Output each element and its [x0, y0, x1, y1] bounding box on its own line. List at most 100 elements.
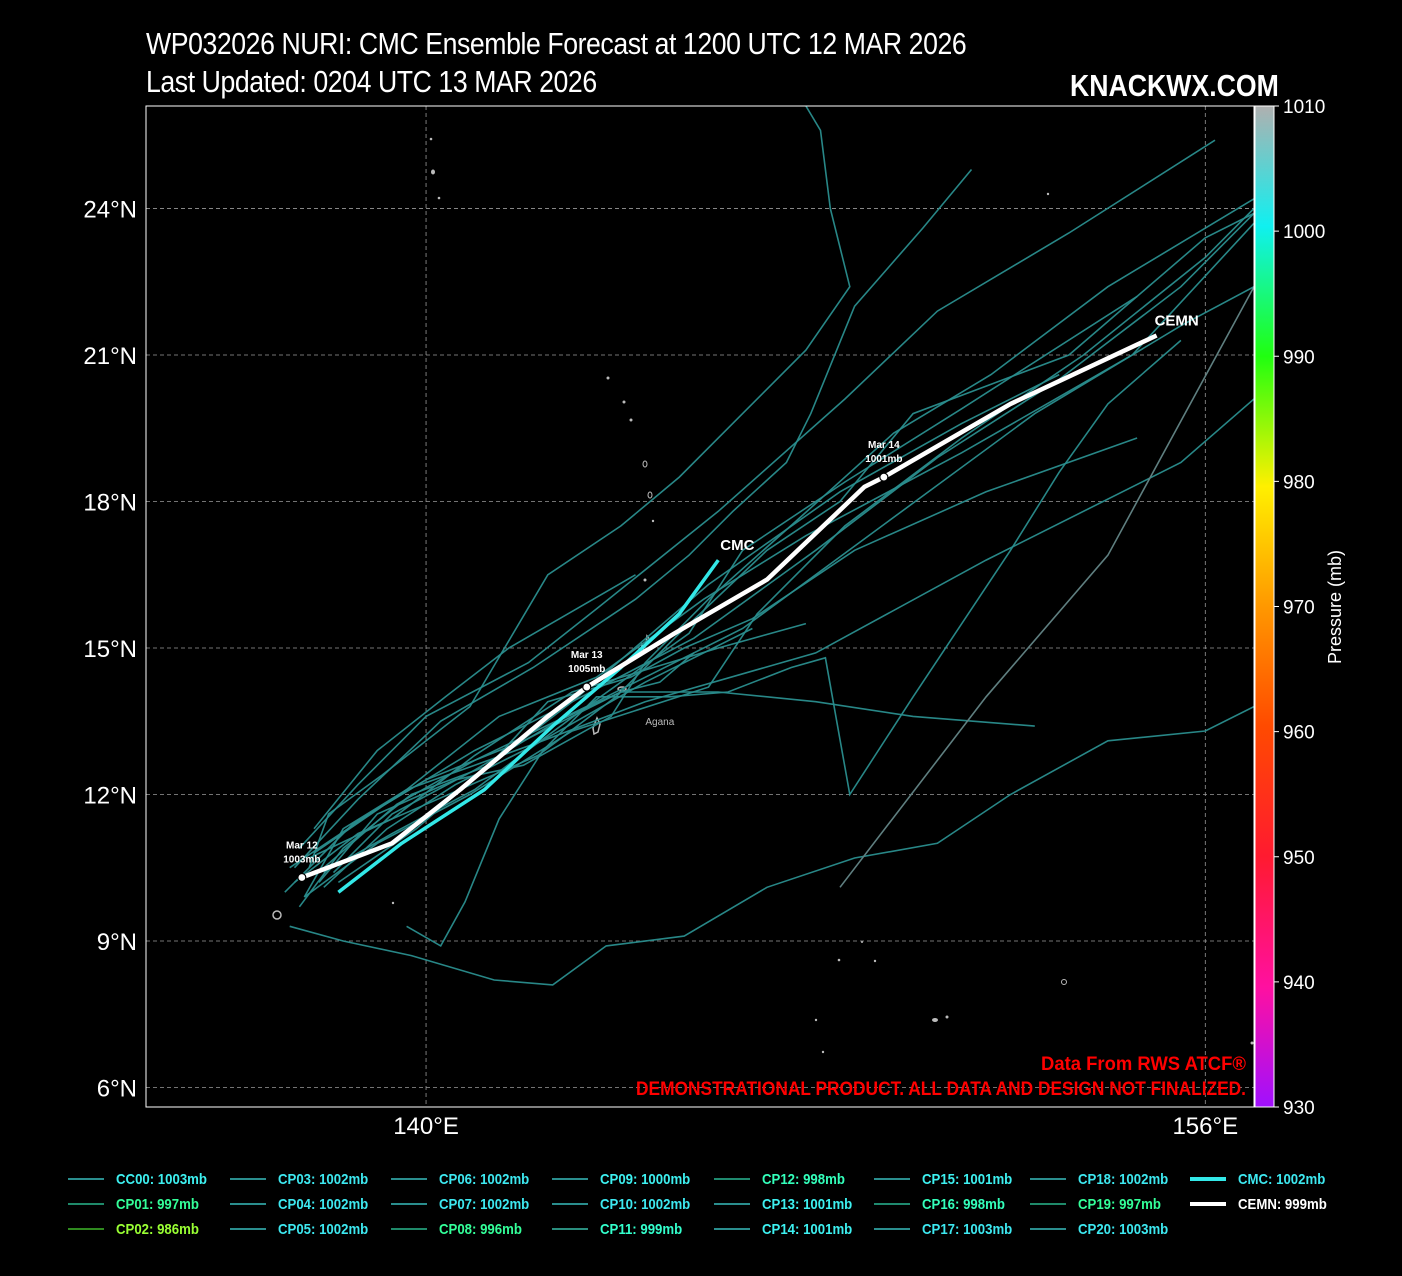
ensemble-member-track	[294, 212, 1254, 884]
legend-item: CP15: 1001mb	[874, 1168, 1025, 1190]
legend-label: CP07: 1002mb	[439, 1195, 530, 1213]
data-source-notice: Data From RWS ATCF®	[1041, 1054, 1246, 1075]
colorbar-tick-label: 940	[1283, 973, 1315, 994]
legend-swatch	[552, 1178, 588, 1180]
legend-label: CP01: 997mb	[116, 1195, 199, 1213]
lat-tick-label: 18°N	[83, 490, 137, 517]
cmc-track	[337, 559, 720, 894]
legend-label: CP15: 1001mb	[922, 1170, 1013, 1188]
axis-tick-labels: 6°N 9°N 12°N 15°N 18°N 21°N 24°N 140°E 156°E	[83, 197, 1238, 1140]
colorbar-tick-label: 1000	[1283, 222, 1325, 243]
legend-swatch	[1190, 1202, 1226, 1206]
track-point-pressure: 1001mb	[865, 454, 902, 465]
legend-item: CP19: 997mb	[1030, 1193, 1172, 1215]
legend-swatch	[552, 1228, 588, 1230]
legend-label: CP17: 1003mb	[922, 1220, 1013, 1238]
islands	[272, 137, 1254, 1054]
chart-title: WP032026 NURI: CMC Ensemble Forecast at …	[146, 26, 967, 61]
colorbar-tick-label: 950	[1283, 848, 1315, 869]
legend-item: CP12: 998mb	[714, 1168, 856, 1190]
track-point-date: Mar 13	[571, 650, 603, 661]
colorbar-tick-label: 930	[1283, 1098, 1315, 1119]
legend-item: CMC: 1002mb	[1190, 1168, 1337, 1190]
main-tracks	[301, 333, 1158, 894]
cmc-track-label: CMC	[720, 537, 754, 554]
legend-item: CP09: 1000mb	[552, 1168, 703, 1190]
legend-label: CMC: 1002mb	[1238, 1170, 1326, 1188]
legend: CC00: 1003mb CP01: 997mb CP02: 986mb CP03: …	[68, 1168, 1358, 1248]
cemn-track-label: CEMN	[1155, 312, 1199, 329]
track-point-date: Mar 12	[286, 841, 318, 852]
ensemble-member-track	[303, 398, 1254, 898]
colorbar-tick-label: 1010	[1283, 97, 1325, 118]
legend-label: CP14: 1001mb	[762, 1220, 853, 1238]
forecast-map: Mar 12 1003mb Mar 13 1005mb Mar 14 1001mb Aga…	[83, 97, 1345, 1140]
legend-swatch	[714, 1178, 750, 1180]
lon-tick-label: 156°E	[1172, 1113, 1238, 1140]
legend-item: CC00: 1003mb	[68, 1168, 219, 1190]
ensemble-member-track	[298, 437, 1138, 908]
legend-item: CP17: 1003mb	[874, 1218, 1025, 1240]
legend-item: CP20: 1003mb	[1030, 1218, 1181, 1240]
brand-logo-text: KNACKWX.COM	[1070, 68, 1279, 103]
legend-item: CP03: 1002mb	[230, 1168, 381, 1190]
legend-label: CP02: 986mb	[116, 1220, 199, 1238]
ensemble-member-track	[313, 222, 1254, 854]
legend-swatch	[552, 1203, 588, 1205]
ensemble-member-track	[318, 198, 1254, 883]
track-point-date: Mar 14	[868, 440, 900, 451]
legend-label: CP04: 1002mb	[278, 1195, 369, 1213]
legend-swatch	[1030, 1203, 1066, 1205]
northern-marianas-islands	[606, 376, 655, 582]
track-point-pressure: 1003mb	[283, 855, 320, 866]
legend-swatch	[391, 1203, 427, 1205]
legend-label: CEMN: 999mb	[1238, 1195, 1327, 1213]
legend-label: CP10: 1002mb	[600, 1195, 691, 1213]
ensemble-member-track	[839, 286, 1254, 888]
legend-label: CP12: 998mb	[762, 1170, 845, 1188]
legend-swatch	[1030, 1228, 1066, 1230]
ensemble-member-track	[313, 574, 636, 830]
ensemble-member-track	[298, 139, 1216, 849]
legend-swatch	[230, 1228, 266, 1230]
ensemble-member-track	[323, 627, 753, 888]
legend-swatch	[68, 1203, 104, 1205]
agana-label: Agana	[645, 717, 674, 728]
legend-label: CP09: 1000mb	[600, 1170, 691, 1188]
legend-item: CP18: 1002mb	[1030, 1168, 1181, 1190]
colorbar	[1254, 105, 1275, 1108]
colorbar-tick-label: 980	[1283, 472, 1315, 493]
ensemble-member-track	[289, 705, 1254, 986]
ensemble-member-track	[406, 339, 1182, 947]
legend-item: CP07: 1002mb	[391, 1193, 542, 1215]
lat-tick-label: 21°N	[83, 343, 137, 370]
legend-swatch	[1030, 1178, 1066, 1180]
legend-item: CP16: 998mb	[874, 1193, 1016, 1215]
legend-label: CP13: 1001mb	[762, 1195, 853, 1213]
cemn-track	[301, 333, 1158, 880]
colorbar-tick-label: 960	[1283, 723, 1315, 744]
grid-lines	[146, 106, 1254, 1107]
lon-tick-label: 140°E	[393, 1113, 459, 1140]
legend-swatch	[714, 1228, 750, 1230]
caroline-islands	[272, 901, 1254, 1054]
legend-item: CP05: 1002mb	[230, 1218, 381, 1240]
legend-swatch	[874, 1203, 910, 1205]
colorbar-label: Pressure (mb)	[1325, 550, 1345, 664]
legend-item: CP04: 1002mb	[230, 1193, 381, 1215]
legend-swatch	[68, 1228, 104, 1230]
legend-item: CEMN: 999mb	[1190, 1193, 1339, 1215]
legend-item: CP13: 1001mb	[714, 1193, 865, 1215]
lat-tick-label: 12°N	[83, 782, 137, 809]
legend-item: CP02: 986mb	[68, 1218, 210, 1240]
legend-swatch	[874, 1178, 910, 1180]
lat-tick-label: 6°N	[97, 1075, 137, 1102]
lat-tick-label: 15°N	[83, 636, 137, 663]
legend-item: CP08: 996mb	[391, 1218, 533, 1240]
legend-item: CP11: 999mb	[552, 1218, 693, 1240]
bonin-islands	[429, 137, 1050, 200]
track-point-marker	[879, 472, 889, 482]
legend-swatch	[1190, 1177, 1226, 1181]
ensemble-member-track	[303, 207, 1254, 898]
legend-label: CP19: 997mb	[1078, 1195, 1161, 1213]
